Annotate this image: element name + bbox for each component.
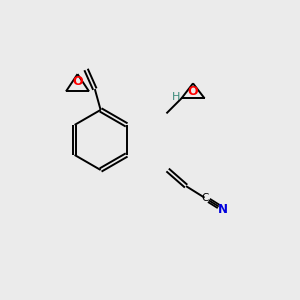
Text: O: O xyxy=(72,75,83,88)
Text: H: H xyxy=(172,92,180,102)
Text: O: O xyxy=(188,85,198,98)
Text: N: N xyxy=(218,203,228,216)
Text: C: C xyxy=(201,193,208,203)
